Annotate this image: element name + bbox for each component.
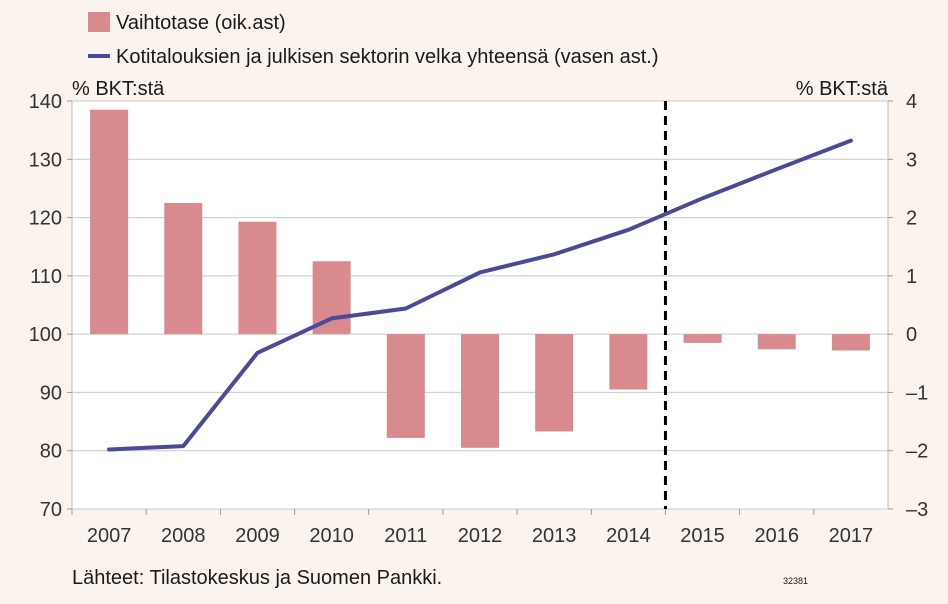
x-tick-label: 2010: [309, 525, 354, 547]
legend-bar-label: Vaihtotase (oik.ast): [116, 12, 286, 34]
bar-2007: [90, 109, 129, 335]
legend-line-label: Kotitalouksien ja julkisen sektorin velk…: [116, 46, 659, 68]
bar-2008: [164, 203, 203, 335]
right-tick-label: 0: [906, 324, 917, 346]
right-tick-label: 3: [906, 149, 917, 171]
x-tick-label: 2015: [680, 525, 725, 547]
source-text: Lähteet: Tilastokeskus ja Suomen Pankki.: [72, 567, 442, 589]
left-tick-label: 70: [40, 499, 62, 521]
bar-2011: [386, 334, 425, 438]
bar-2010: [312, 261, 351, 335]
x-tick-label: 2008: [161, 525, 206, 547]
left-tick-label: 140: [29, 91, 62, 113]
right-tick-label: 2: [906, 208, 917, 230]
x-tick-label: 2017: [829, 525, 874, 547]
x-tick-label: 2011: [384, 525, 427, 547]
bar-2015: [683, 334, 722, 343]
left-tick-label: 120: [29, 208, 62, 230]
left-tick-label: 80: [40, 441, 62, 463]
x-tick-label: 2012: [458, 525, 503, 547]
right-tick-label: –1: [906, 382, 928, 404]
right-tick-label: –3: [906, 499, 928, 521]
debt-line: [107, 138, 853, 452]
bar-2013: [535, 334, 574, 432]
bar-2016: [757, 334, 796, 350]
bar-2014: [609, 334, 648, 390]
right-axis-label: % BKT:stä: [796, 78, 889, 100]
x-tick-label: 2013: [532, 525, 577, 547]
bar-2012: [461, 334, 499, 448]
right-tick-label: 1: [906, 266, 917, 288]
right-tick-label: 4: [906, 91, 917, 113]
left-tick-label: 90: [40, 382, 62, 404]
x-tick-label: 2014: [606, 525, 651, 547]
x-tick-label: 2007: [87, 525, 132, 547]
bar-2017: [831, 334, 870, 351]
gridlines: [72, 100, 888, 510]
bar-series: [90, 109, 870, 448]
x-tick-label: 2016: [754, 525, 799, 547]
left-axis-label: % BKT:stä: [72, 78, 165, 100]
x-tick-label: 2009: [235, 525, 280, 547]
left-tick-label: 130: [29, 149, 62, 171]
axes: 70 80 90 100 110 120 130 140 –3 –2 –1 0 1 2 3 4 2007 2008…: [29, 91, 929, 547]
right-tick-label: –2: [906, 441, 928, 463]
legend-bar-swatch: [88, 12, 110, 32]
figure-id: 32381: [783, 576, 808, 586]
left-tick-label: 100: [29, 324, 62, 346]
bar-2009: [238, 221, 277, 335]
left-tick-label: 110: [30, 266, 62, 288]
